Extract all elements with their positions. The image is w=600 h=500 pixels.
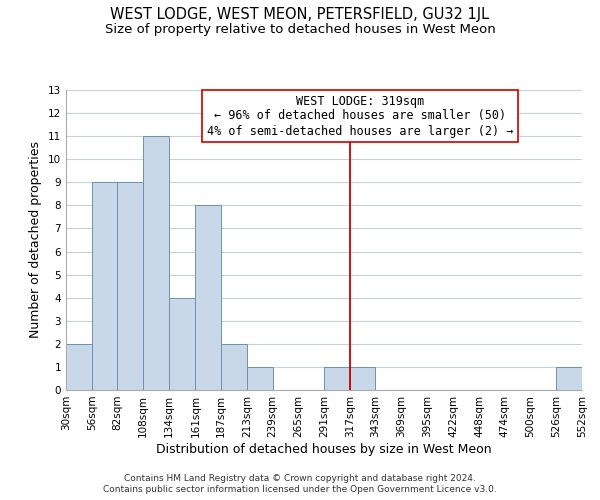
Bar xyxy=(66,344,92,390)
Bar xyxy=(118,182,143,390)
Bar xyxy=(143,136,169,390)
Text: Contains HM Land Registry data © Crown copyright and database right 2024.
Contai: Contains HM Land Registry data © Crown c… xyxy=(103,474,497,494)
Bar xyxy=(556,367,582,390)
Bar xyxy=(324,367,350,390)
Text: WEST LODGE: 319sqm
← 96% of detached houses are smaller (50)
4% of semi-detached: WEST LODGE: 319sqm ← 96% of detached hou… xyxy=(207,94,514,138)
Text: Size of property relative to detached houses in West Meon: Size of property relative to detached ho… xyxy=(104,22,496,36)
Bar xyxy=(92,182,118,390)
Bar xyxy=(350,367,376,390)
X-axis label: Distribution of detached houses by size in West Meon: Distribution of detached houses by size … xyxy=(156,442,492,456)
Y-axis label: Number of detached properties: Number of detached properties xyxy=(29,142,43,338)
Bar xyxy=(196,206,221,390)
Bar xyxy=(221,344,247,390)
Text: WEST LODGE, WEST MEON, PETERSFIELD, GU32 1JL: WEST LODGE, WEST MEON, PETERSFIELD, GU32… xyxy=(110,8,490,22)
Bar xyxy=(169,298,196,390)
Bar xyxy=(247,367,272,390)
